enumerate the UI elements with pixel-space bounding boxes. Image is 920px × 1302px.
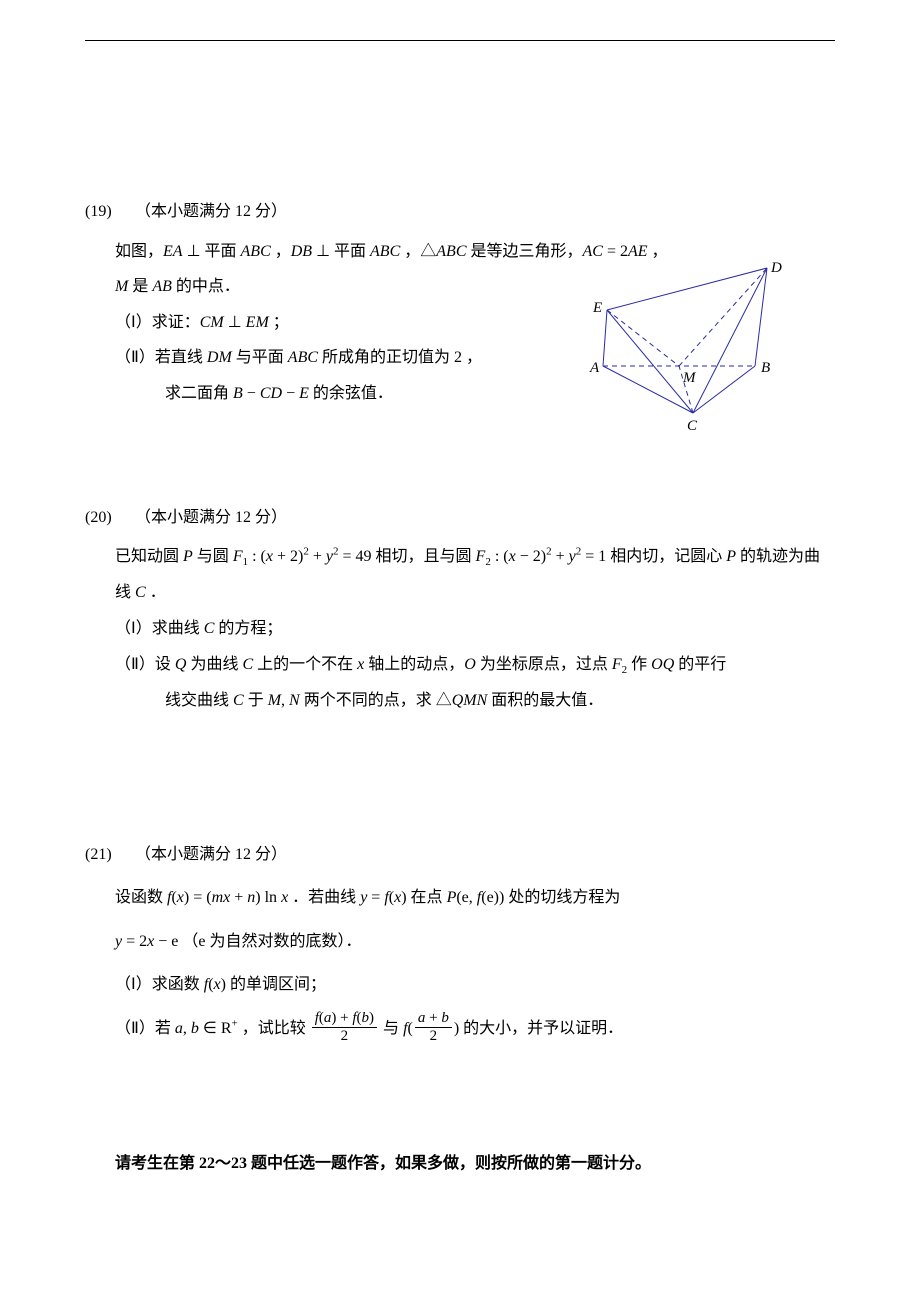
- problem-points: （本小题满分 12 分）: [135, 195, 287, 229]
- problem-number: (21): [85, 838, 135, 872]
- p21-line-2: y = 2x − e （e 为自然对数的底数）．: [85, 921, 835, 963]
- problem-19: (19) （本小题满分 12 分） 如图，EA ⊥ 平面 ABC ，DB ⊥ 平…: [85, 195, 835, 411]
- p20-line-2: 线 C ．: [85, 576, 835, 610]
- problem-21: (21) （本小题满分 12 分） 设函数 f(x) = (mx + n) ln…: [85, 838, 835, 1050]
- problem-points: （本小题满分 12 分）: [135, 501, 287, 535]
- p20-part1: （Ⅰ）求曲线 C 的方程；: [85, 612, 835, 646]
- figure-svg: A B C D E M: [585, 260, 785, 430]
- label-B: B: [761, 360, 770, 376]
- label-C: C: [687, 418, 698, 430]
- geometry-figure: A B C D E M: [585, 260, 785, 443]
- p21-line-1: 设函数 f(x) = (mx + n) ln x ．若曲线 y = f(x) 在…: [85, 877, 835, 919]
- label-D: D: [770, 260, 782, 276]
- label-A: A: [589, 360, 600, 376]
- label-M: M: [682, 370, 697, 386]
- top-rule: [85, 40, 835, 41]
- p20-part2: （Ⅱ）设 Q 为曲线 C 上的一个不在 x 轴上的动点，O 为坐标原点，过点 F…: [85, 648, 835, 682]
- problem-20: (20) （本小题满分 12 分） 已知动圆 P 与圆 F1 : (x + 2)…: [85, 501, 835, 718]
- page-content: (19) （本小题满分 12 分） 如图，EA ⊥ 平面 ABC ，DB ⊥ 平…: [85, 195, 835, 1173]
- problem-number: (20): [85, 501, 135, 535]
- label-E: E: [592, 300, 602, 316]
- p21-part2: （Ⅱ）若 a, b ∈ R+ ，试比较 f(a) + f(b)2 与 f(a +…: [85, 1008, 835, 1050]
- problem-points: （本小题满分 12 分）: [135, 838, 287, 872]
- problem-number: (19): [85, 195, 135, 229]
- p20-part2-cont: 线交曲线 C 于 M, N 两个不同的点，求 △QMN 面积的最大值．: [85, 684, 835, 718]
- selection-note: 请考生在第 22～23 题中任选一题作答，如果多做，则按所做的第一题计分。: [85, 1149, 835, 1173]
- p20-line-1: 已知动圆 P 与圆 F1 : (x + 2)2 + y2 = 49 相切，且与圆…: [85, 540, 835, 574]
- p21-part1: （Ⅰ）求函数 f(x) 的单调区间；: [85, 964, 835, 1006]
